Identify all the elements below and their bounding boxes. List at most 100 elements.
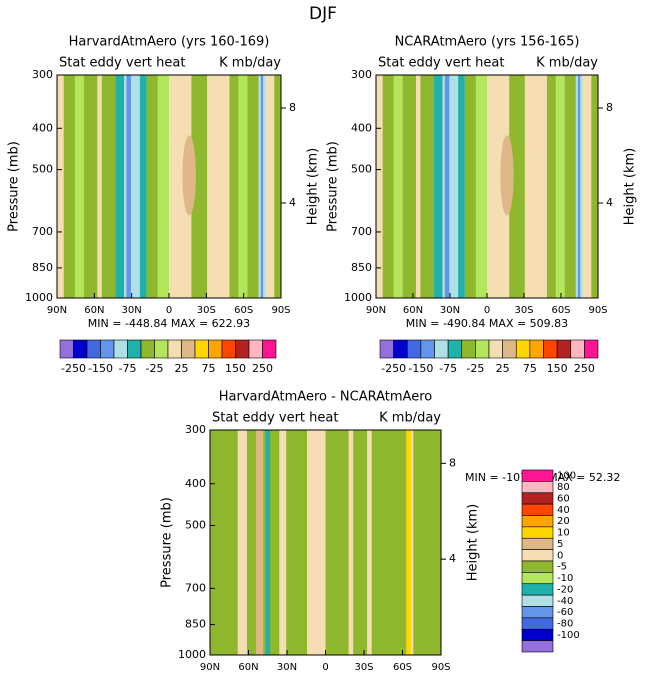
colorbar-box: [502, 339, 517, 359]
y-axis-label: Pressure (mb): [7, 141, 22, 232]
y2-tick-label: 8: [289, 101, 296, 114]
x-tick-label: 30S: [354, 662, 373, 673]
panel-title: NCARAtmAero (yrs 156-165): [395, 35, 580, 50]
y-tick-label: 1000: [344, 291, 372, 304]
colorbar-box: [570, 339, 585, 359]
contour-band: [83, 75, 98, 298]
colorbar-label: -250: [61, 362, 86, 375]
contour-band: [406, 430, 411, 655]
colorbar-box: [59, 339, 74, 359]
contour-band: [475, 75, 487, 298]
panel-subtitle: Stat eddy vert heat: [378, 56, 504, 71]
contour-band: [420, 75, 434, 298]
colorbar-box: [521, 594, 554, 607]
contour-band: [256, 430, 264, 655]
contour-band: [509, 75, 525, 298]
contour-band: [564, 75, 576, 298]
contour-band: [157, 75, 169, 298]
contour-band: [286, 430, 308, 655]
colorbar-box: [154, 339, 169, 359]
contour-band: [433, 75, 443, 298]
colorbar-box: [235, 339, 250, 359]
contour-band: [546, 75, 556, 298]
panel-subtitle: Stat eddy vert heat: [59, 56, 185, 71]
y2-tick-label: 8: [449, 456, 456, 469]
y2-tick-label: 4: [449, 552, 456, 565]
colorbar-box: [529, 339, 544, 359]
colorbar-box: [379, 339, 394, 359]
colorbar-label: -150: [88, 362, 113, 375]
colorbar-label: -10: [557, 573, 573, 584]
colorbar-box: [475, 339, 490, 359]
colorbar-box: [73, 339, 88, 359]
y-tick-label: 850: [351, 261, 372, 274]
colorbar-label: 25: [496, 362, 510, 375]
y-tick-label: 500: [185, 518, 206, 531]
y2-axis-label: Height (km): [306, 148, 321, 225]
colorbar-label: 250: [574, 362, 595, 375]
y-tick-label: 1000: [178, 648, 206, 661]
colorbar-label: 10: [557, 528, 570, 539]
colorbar-box: [521, 481, 554, 494]
contour-band: [115, 75, 125, 298]
colorbar-box: [100, 339, 115, 359]
colorbar-box: [194, 339, 209, 359]
contour-band: [274, 75, 281, 298]
y2-tick-label: 4: [606, 196, 613, 209]
x-tick-label: 90S: [271, 305, 290, 316]
colorbar-box: [167, 339, 182, 359]
colorbar-box: [127, 339, 142, 359]
colorbar-box: [521, 549, 554, 562]
x-tick-label: 60S: [393, 662, 412, 673]
colorbar-label: -25: [146, 362, 164, 375]
colorbar-label: 25: [175, 362, 189, 375]
x-tick-label: 60N: [403, 305, 423, 316]
colorbar-label: -5: [557, 562, 567, 573]
x-tick-label: 90N: [47, 305, 67, 316]
colorbar-label: -75: [119, 362, 137, 375]
colorbar-box: [521, 526, 554, 539]
contour-band: [325, 430, 349, 655]
contour-band: [63, 75, 75, 298]
contour-field: [376, 75, 598, 298]
y-tick-label: 700: [351, 225, 372, 238]
colorbar-box: [521, 628, 554, 641]
contour-band: [413, 430, 441, 655]
x-tick-label: 30S: [197, 305, 216, 316]
contour-band: [371, 430, 407, 655]
colorbar-box: [86, 339, 101, 359]
colorbar-label: 150: [225, 362, 246, 375]
colorbar-label: -20: [557, 584, 573, 595]
x-tick-label: 30N: [277, 662, 297, 673]
min-max: MIN = -490.84 MAX = 509.83: [406, 317, 568, 330]
x-tick-label: 0: [322, 662, 328, 673]
panel-units: K mb/day: [219, 56, 281, 71]
y-tick-label: 700: [32, 225, 53, 238]
colorbar-box: [393, 339, 408, 359]
y-tick-label: 400: [32, 121, 53, 134]
colorbar-box: [556, 339, 572, 359]
x-tick-label: 30S: [514, 305, 533, 316]
colorbar-box: [521, 515, 554, 528]
contour-band: [246, 430, 257, 655]
contour-band: [591, 75, 598, 298]
colorbar-box: [140, 339, 155, 359]
colorbar-box: [434, 339, 449, 359]
y-tick-label: 500: [351, 163, 372, 176]
panel-subtitle: Stat eddy vert heat: [212, 411, 338, 426]
contour-blob: [182, 135, 196, 216]
colorbar-box: [488, 339, 503, 359]
colorbar-label: -80: [557, 619, 573, 630]
contour-band: [393, 75, 403, 298]
colorbar-label: 80: [557, 482, 570, 493]
colorbar-box: [521, 560, 554, 573]
contour-band: [353, 430, 368, 655]
contour-band: [126, 75, 131, 298]
colorbar-box: [406, 339, 422, 359]
contour-band: [265, 430, 271, 655]
colorbar-box: [521, 640, 554, 653]
x-tick-label: 90S: [431, 662, 450, 673]
y-axis-label: Pressure (mb): [160, 497, 175, 588]
colorbar-label: 0: [557, 550, 563, 561]
